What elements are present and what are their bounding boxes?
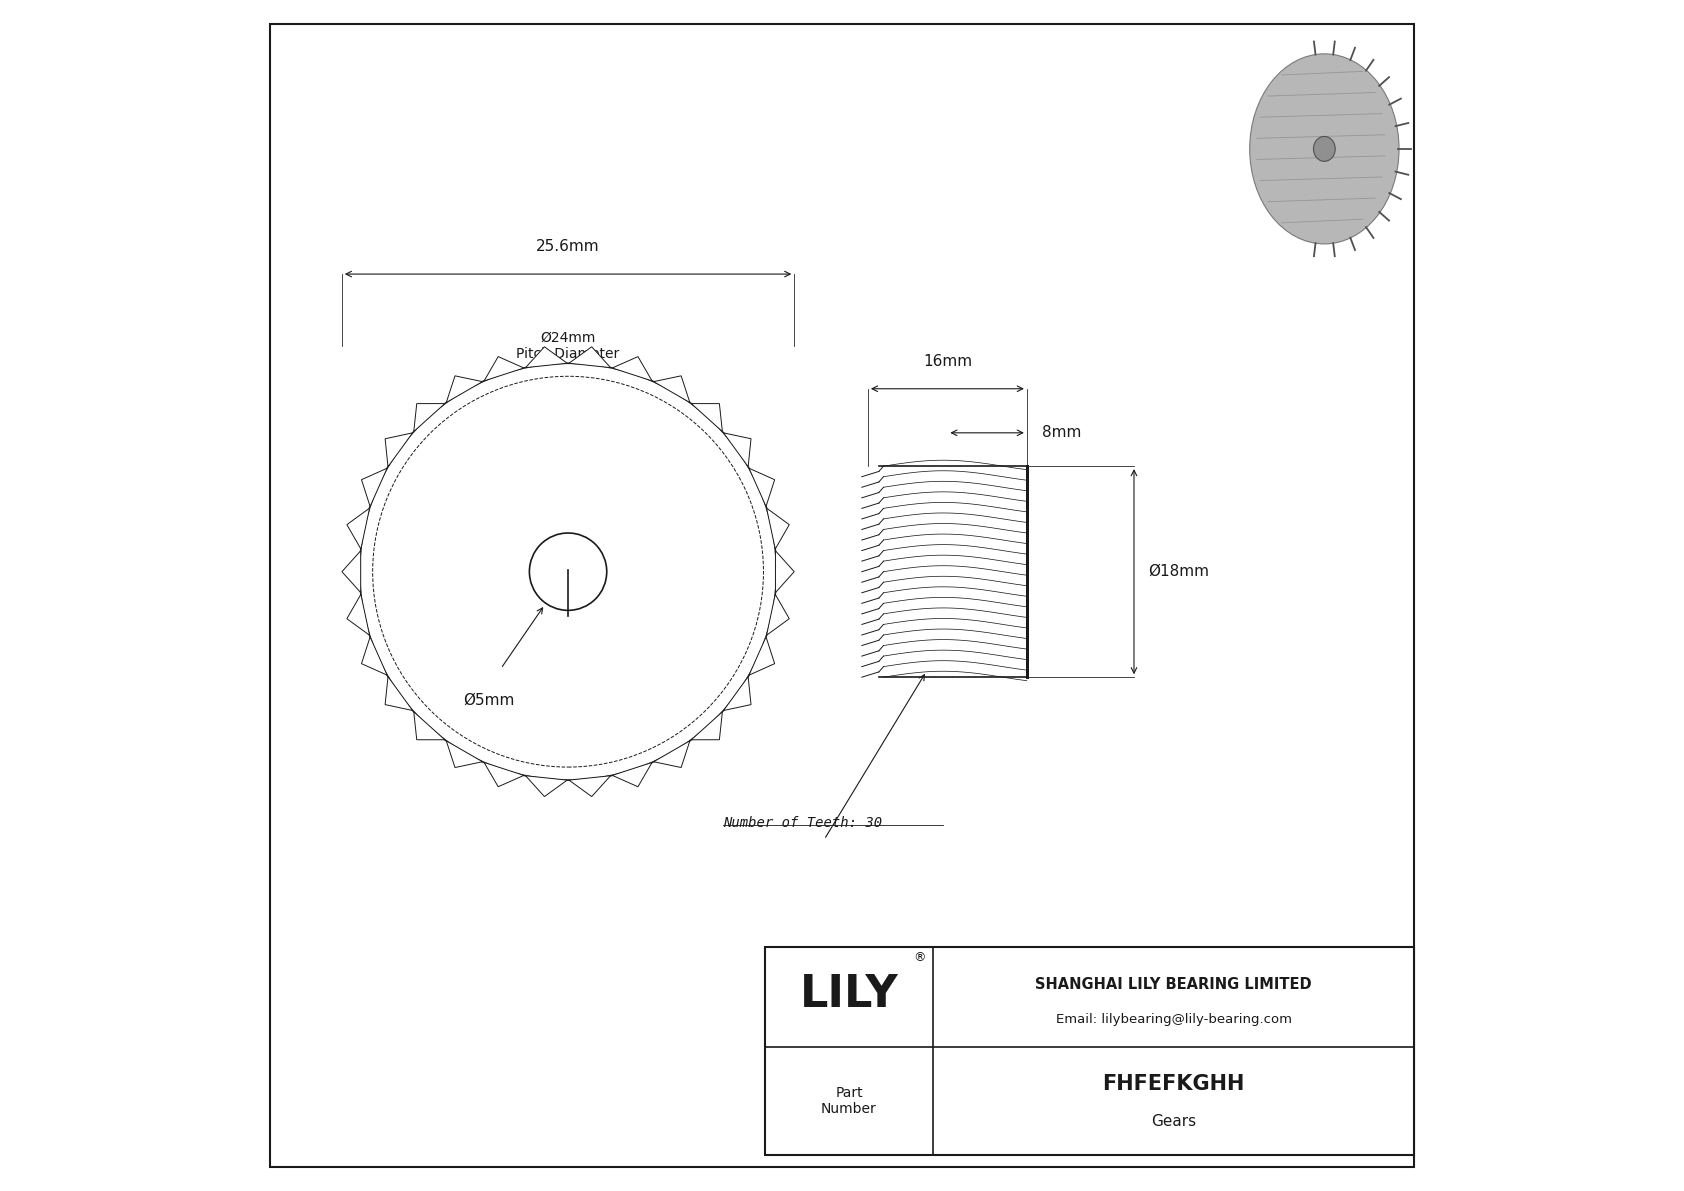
Polygon shape (613, 356, 652, 381)
Text: Number of Teeth: 30: Number of Teeth: 30 (722, 816, 882, 830)
Ellipse shape (1314, 137, 1335, 161)
Polygon shape (766, 509, 790, 549)
Text: SHANGHAI LILY BEARING LIMITED: SHANGHAI LILY BEARING LIMITED (1036, 977, 1312, 992)
Circle shape (529, 534, 606, 610)
Polygon shape (362, 637, 387, 675)
Text: FHFEFKGHH: FHFEFKGHH (1103, 1074, 1244, 1095)
Polygon shape (483, 762, 524, 787)
Polygon shape (653, 741, 690, 767)
Polygon shape (749, 637, 775, 675)
Polygon shape (347, 594, 369, 635)
Polygon shape (414, 404, 445, 431)
Polygon shape (724, 676, 751, 711)
Text: 25.6mm: 25.6mm (536, 239, 600, 254)
Polygon shape (446, 741, 483, 767)
Circle shape (360, 363, 776, 780)
Polygon shape (483, 356, 524, 381)
Text: Ø5mm: Ø5mm (463, 692, 515, 707)
Text: ®: ® (913, 950, 925, 964)
Bar (765, 947, 1413, 1155)
Polygon shape (653, 376, 690, 403)
Polygon shape (347, 509, 369, 549)
Text: Email: lilybearing@lily-bearing.com: Email: lilybearing@lily-bearing.com (1056, 1014, 1292, 1027)
Polygon shape (362, 468, 387, 506)
Polygon shape (525, 775, 568, 797)
Polygon shape (613, 762, 652, 787)
Circle shape (342, 345, 795, 798)
Text: Part
Number: Part Number (822, 1086, 877, 1116)
Text: LILY: LILY (800, 973, 898, 1016)
Text: Gears: Gears (1150, 1115, 1196, 1129)
Polygon shape (775, 550, 795, 593)
Polygon shape (724, 432, 751, 467)
Polygon shape (414, 712, 445, 740)
Text: Ø24mm
Pitch Diameter: Ø24mm Pitch Diameter (517, 331, 620, 361)
Polygon shape (446, 376, 483, 403)
Polygon shape (569, 775, 611, 797)
Polygon shape (692, 712, 722, 740)
Polygon shape (386, 676, 413, 711)
Polygon shape (525, 347, 568, 368)
Bar (852, 466, 1027, 678)
Text: Ø18mm: Ø18mm (1148, 565, 1209, 579)
Text: 16mm: 16mm (923, 354, 972, 368)
Text: 8mm: 8mm (1042, 425, 1081, 441)
Polygon shape (749, 468, 775, 506)
Polygon shape (342, 550, 360, 593)
Ellipse shape (1250, 54, 1399, 244)
Polygon shape (766, 594, 790, 635)
Polygon shape (569, 347, 611, 368)
Polygon shape (386, 432, 413, 467)
Polygon shape (692, 404, 722, 431)
